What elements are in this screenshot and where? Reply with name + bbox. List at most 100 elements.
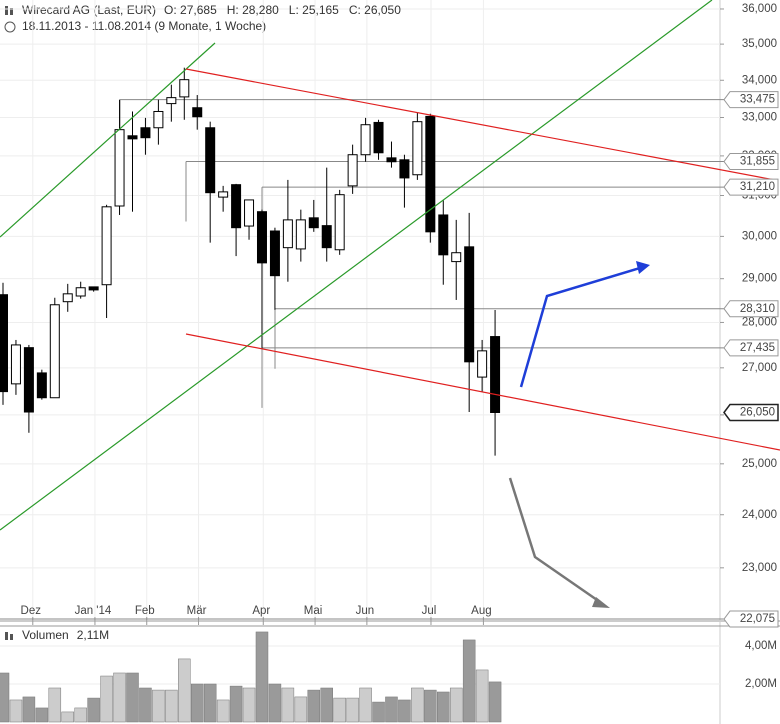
y-tick-label: 27,000: [742, 362, 777, 374]
volume-bar: [385, 696, 398, 723]
candle-body: [114, 129, 125, 207]
volume-bar: [0, 672, 10, 723]
y-tick-label: 25,000: [742, 458, 777, 470]
volume-bar: [281, 687, 295, 723]
level-label: 27,435: [740, 342, 775, 354]
annotations: [0, 0, 780, 608]
volume-bar: [113, 672, 126, 723]
volume-bar: [372, 701, 385, 723]
y-tick-label: 24,000: [742, 509, 777, 521]
level-label: 33,475: [740, 94, 775, 106]
candle-body: [49, 304, 60, 399]
trend-line: [185, 68, 776, 181]
y-tick-label: 23,000: [742, 562, 777, 574]
candle-body: [490, 336, 501, 413]
candle-body: [269, 230, 280, 277]
volume-bar: [449, 687, 463, 723]
volume-last: 2,11M: [77, 628, 109, 642]
volume-bar: [203, 683, 217, 723]
volume-bar: [87, 697, 100, 723]
level-box: [723, 178, 779, 196]
x-tick-label: Feb: [135, 605, 155, 617]
volume-bar: [346, 697, 359, 723]
y-tick-label: 4,00M: [745, 640, 777, 652]
level-label: 31,855: [740, 156, 775, 168]
candle-body: [321, 225, 332, 249]
level-label: 28,310: [740, 303, 775, 315]
trend-line: [0, 0, 713, 531]
candle-body: [373, 121, 384, 154]
volume-bar: [242, 687, 256, 723]
last-price-label: 26,050: [740, 407, 775, 419]
candle-body: [360, 124, 371, 156]
y-tick-label: 29,000: [742, 273, 777, 285]
volume-bar: [48, 687, 62, 723]
volume-bar: [320, 687, 333, 723]
volume-bar: [359, 687, 372, 723]
icon: [10, 634, 13, 640]
chart-title: Wirecard AG (Last, EUR): [22, 3, 156, 17]
candle-body: [0, 294, 9, 393]
candle-body: [386, 157, 397, 163]
x-tick-label: Mai: [304, 605, 323, 617]
candle-body: [10, 344, 21, 385]
y-tick-label: 33,000: [742, 112, 777, 124]
ohlc-label: O: 27,685: [164, 3, 217, 17]
header: Wirecard AG (Last, EUR) 18.11.2013 - 11.…: [4, 3, 266, 33]
level-box: [723, 610, 779, 628]
candle-body: [153, 110, 164, 129]
candle-body: [88, 286, 99, 291]
candle-body: [464, 246, 475, 363]
candle-body: [308, 217, 319, 229]
volume-bar: [411, 687, 424, 723]
icon: [5, 6, 8, 15]
arrow-head: [592, 597, 610, 608]
x-tick-label: Jun: [356, 605, 375, 617]
candle-body: [75, 287, 86, 297]
y-tick-label: 34,000: [742, 74, 777, 86]
candle-body: [256, 211, 267, 264]
candle-body: [23, 347, 34, 413]
candle-body: [425, 115, 436, 233]
x-tick-label: Aug: [471, 605, 491, 617]
volume-bar: [255, 631, 269, 723]
volume-bar: [139, 687, 152, 723]
volume-bar: [152, 689, 165, 723]
y-tick-label: 2,00M: [745, 678, 777, 690]
candle-body: [412, 121, 423, 176]
volume-bar: [475, 669, 489, 723]
volume-bar: [9, 699, 23, 723]
candle-body: [295, 219, 306, 250]
volume-bar: [165, 689, 178, 723]
trend-line: [185, 333, 780, 451]
volume-bar: [333, 697, 346, 723]
candle-body: [218, 191, 229, 198]
candle-body: [127, 135, 138, 140]
volume-bar: [100, 675, 113, 723]
candle-body: [192, 107, 203, 118]
level-box: [723, 300, 779, 318]
volume-bar: [437, 691, 450, 723]
ohlc-label: L: 25,165: [289, 3, 339, 17]
candle-body: [282, 219, 293, 249]
trend-line: [0, 42, 216, 238]
ohlc-label: H: 28,280: [227, 3, 279, 17]
candle-body: [334, 194, 345, 251]
volume-bar: [424, 689, 437, 723]
volume-bar: [35, 707, 49, 723]
x-tick-label: Jul: [422, 605, 437, 617]
y-tick-label: 30,000: [742, 230, 777, 242]
volume-bar: [268, 683, 282, 723]
level-label: 31,210: [740, 181, 775, 193]
level-label: 22,075: [740, 613, 775, 625]
y-tick-label: 35,000: [742, 38, 777, 50]
level-box: [723, 91, 779, 109]
candle-body: [231, 184, 242, 229]
ohlc-label: C: 26,050: [349, 3, 401, 17]
candle-body: [477, 350, 488, 378]
candle-body: [451, 252, 462, 263]
volume-bar: [216, 699, 230, 723]
volume-bar: [126, 672, 139, 723]
